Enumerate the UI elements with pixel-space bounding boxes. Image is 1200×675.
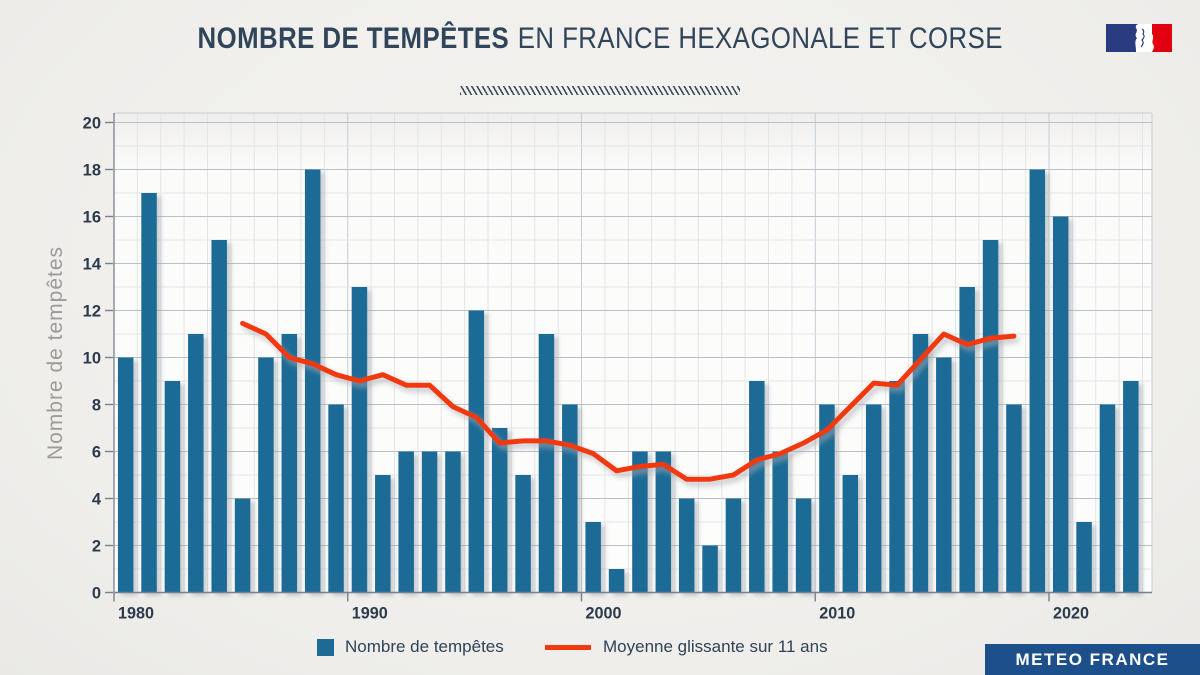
bar-1994: [445, 451, 461, 593]
bars-legend-label: Nombre de tempêtes: [345, 637, 504, 656]
bar-1987: [281, 334, 298, 593]
page-title: NOMBRE DE TEMPÊTES EN FRANCE HEXAGONALE E…: [197, 22, 1002, 56]
meteo-france-label: METEO FRANCE: [1015, 650, 1170, 669]
legend-item-line: Moyenne glissante sur 11 ans: [545, 632, 828, 662]
x-tick-label: 2000: [586, 604, 622, 623]
x-tick-label: 1990: [352, 604, 388, 623]
y-tick-label: 16: [83, 209, 101, 227]
bar-2020: [1052, 216, 1069, 593]
y-tick-label: 18: [83, 162, 101, 180]
bar-1998: [538, 334, 555, 593]
bar-2009: [795, 498, 812, 593]
bar-1990: [351, 287, 368, 593]
bar-1999: [562, 404, 578, 593]
x-tick-label: 1980: [118, 604, 154, 623]
bar-2023: [1123, 381, 1139, 593]
bar-2012: [865, 404, 882, 593]
bar-1981: [141, 193, 157, 593]
bar-2006: [725, 498, 742, 593]
bars-legend-swatch: [317, 638, 334, 656]
legend-item-bars: Nombre de tempêtes: [317, 632, 504, 662]
bar-2007: [749, 381, 765, 593]
bar-1992: [398, 451, 414, 593]
bar-1985: [234, 498, 251, 593]
bar-2011: [842, 475, 859, 593]
y-tick-label: 14: [83, 256, 102, 274]
bar-2021: [1076, 522, 1092, 593]
bar-2005: [702, 545, 718, 593]
bar-1995: [468, 310, 485, 593]
bar-2016: [959, 287, 975, 593]
bar-1983: [188, 334, 204, 593]
y-tick-label: 0: [92, 585, 101, 603]
bar-2010: [819, 404, 835, 593]
line-legend-swatch: [545, 644, 591, 650]
y-tick-label: 20: [83, 115, 101, 133]
moving-average-line: [240, 320, 1017, 482]
bar-2018: [1006, 404, 1022, 593]
bar-1982: [164, 381, 181, 593]
hatched-divider: [460, 86, 740, 95]
page-title-bold: NOMBRE DE TEMPÊTES: [197, 22, 509, 55]
bar-2004: [678, 498, 695, 593]
header: NOMBRE DE TEMPÊTES EN FRANCE HEXAGONALE E…: [0, 22, 1200, 56]
bar-2014: [912, 334, 929, 593]
bar-1988: [304, 169, 321, 593]
bar-1996: [491, 428, 508, 593]
y-tick-label: 10: [83, 350, 101, 368]
bar-2015: [936, 357, 952, 593]
bar-2022: [1099, 404, 1116, 593]
y-tick-label: 12: [83, 303, 101, 321]
y-axis-title: Nombre de tempêtes: [44, 246, 67, 460]
bar-2002: [632, 451, 648, 593]
bar-1986: [258, 357, 274, 593]
page-title-regular: EN FRANCE HEXAGONALE ET CORSE: [517, 22, 1003, 55]
bar-1991: [375, 475, 391, 593]
bar-1980: [117, 357, 134, 593]
bar-1997: [515, 475, 531, 593]
marianne-flag-icon: [1106, 24, 1172, 52]
bar-1984: [211, 240, 227, 593]
meteo-france-banner: METEO FRANCE: [985, 644, 1200, 675]
bar-2000: [585, 522, 601, 593]
chart-legend: Nombre de tempêtes Moyenne glissante sur…: [0, 632, 1200, 662]
x-tick-label: 2010: [819, 604, 855, 623]
bar-1993: [421, 451, 438, 593]
bar-2013: [889, 381, 905, 593]
bar-2003: [655, 451, 672, 593]
y-tick-label: 6: [92, 444, 101, 462]
y-tick-label: 8: [92, 397, 101, 415]
bar-2001: [608, 569, 625, 593]
bar-2019: [1029, 169, 1046, 593]
x-tick-label: 2020: [1053, 604, 1089, 623]
line-legend-label: Moyenne glissante sur 11 ans: [603, 637, 828, 656]
bar-2017: [982, 240, 999, 593]
bar-2008: [772, 451, 788, 593]
y-tick-label: 4: [92, 491, 102, 509]
bars-series: [117, 169, 1139, 593]
y-tick-label: 2: [92, 538, 101, 556]
bar-1989: [328, 404, 344, 593]
france-government-logo: [1106, 24, 1172, 52]
